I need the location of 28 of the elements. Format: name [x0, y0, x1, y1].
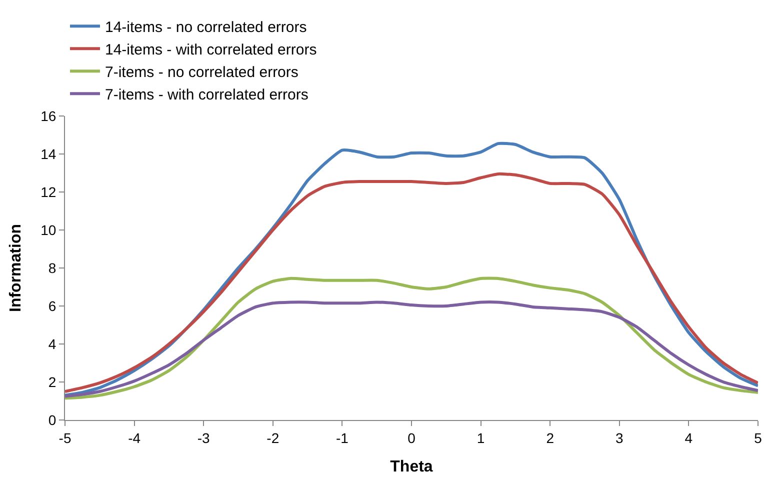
x-tick-label: -1 [336, 430, 349, 446]
x-tick-label: -3 [197, 430, 210, 446]
legend-label: 7-items - no correlated errors [105, 64, 298, 82]
x-tick-label: -5 [58, 430, 72, 446]
y-tick-label: 2 [48, 374, 56, 390]
y-tick-label: 16 [40, 108, 56, 124]
x-tick-label: -4 [128, 430, 141, 446]
y-tick-label: 4 [48, 336, 56, 352]
x-tick-label: 0 [408, 430, 416, 446]
legend-label: 14-items - no correlated errors [105, 19, 307, 36]
x-tick-label: 1 [476, 430, 485, 446]
y-axis-title: Information [8, 224, 25, 312]
y-tick-label: 10 [40, 222, 56, 238]
y-tick-label: 14 [40, 146, 56, 162]
x-tick-label: 3 [616, 430, 624, 446]
x-tick-label: 5 [754, 430, 762, 446]
legend-label: 14-items - with correlated errors [105, 42, 317, 59]
x-tick-label: -2 [266, 430, 280, 446]
x-tick-label: 4 [684, 430, 693, 446]
y-tick-label: 12 [40, 184, 56, 200]
x-axis-title: Theta [390, 458, 433, 476]
x-tick-label: 2 [546, 430, 554, 446]
legend-label: 7-items - with correlated errors [105, 86, 308, 104]
line-series [65, 300, 758, 398]
line-series [65, 276, 758, 400]
y-tick-label: 0 [48, 412, 56, 428]
y-tick-label: 8 [48, 260, 56, 276]
y-tick-label: 6 [48, 298, 56, 314]
